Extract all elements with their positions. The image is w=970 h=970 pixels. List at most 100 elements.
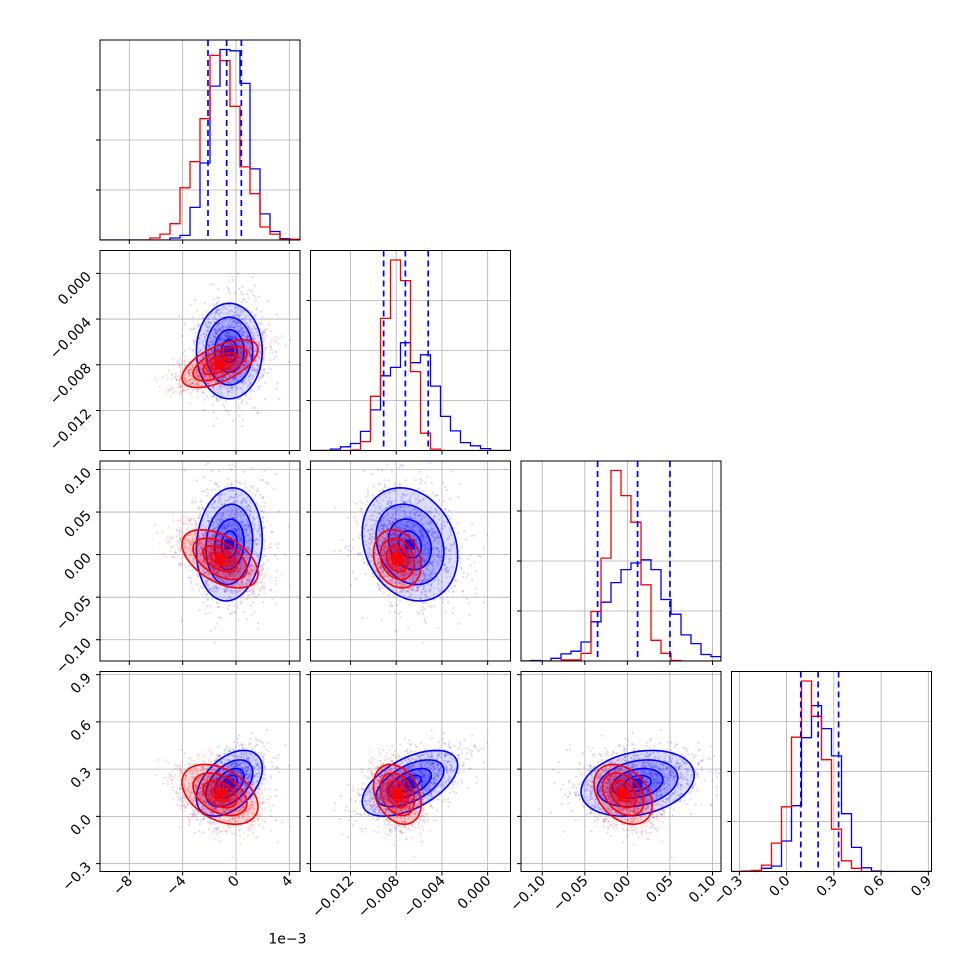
sample-point bbox=[237, 321, 240, 324]
sample-point bbox=[220, 372, 223, 375]
sample-point bbox=[230, 358, 233, 361]
sample-point bbox=[216, 485, 219, 488]
sample-point bbox=[241, 318, 244, 321]
sample-point bbox=[218, 369, 222, 372]
sample-point bbox=[203, 302, 206, 305]
sample-point bbox=[234, 335, 237, 338]
sample-point bbox=[203, 359, 206, 362]
sample-point bbox=[214, 311, 217, 314]
sample-point bbox=[209, 557, 212, 560]
sample-point bbox=[237, 329, 240, 333]
sample-point bbox=[200, 490, 203, 493]
sample-point bbox=[238, 360, 241, 363]
sample-point bbox=[236, 325, 239, 328]
sample-point bbox=[217, 352, 220, 355]
sample-point bbox=[204, 367, 207, 370]
sample-point bbox=[207, 320, 210, 324]
sample-point bbox=[263, 501, 266, 504]
sample-point bbox=[204, 593, 208, 596]
sample-point bbox=[243, 331, 246, 334]
sample-point bbox=[184, 378, 187, 381]
sample-point bbox=[233, 505, 236, 508]
sample-point bbox=[227, 413, 230, 416]
sample-point bbox=[246, 357, 249, 360]
sample-point bbox=[224, 332, 227, 335]
sample-point bbox=[253, 369, 256, 372]
sample-point bbox=[239, 565, 242, 568]
sample-point bbox=[235, 379, 238, 382]
sample-point bbox=[277, 342, 280, 345]
sample-point bbox=[237, 342, 240, 345]
sample-point bbox=[213, 336, 216, 339]
sample-point bbox=[219, 397, 222, 400]
sample-point bbox=[268, 343, 271, 346]
sample-point bbox=[209, 321, 212, 324]
sample-point bbox=[207, 351, 210, 354]
sample-point bbox=[217, 322, 220, 325]
sample-point bbox=[223, 318, 226, 321]
sample-point bbox=[259, 565, 262, 569]
sample-point bbox=[215, 397, 219, 400]
sample-point bbox=[206, 367, 209, 371]
sample-point bbox=[233, 377, 236, 381]
sample-point bbox=[189, 576, 192, 579]
sample-point bbox=[236, 306, 239, 309]
sample-point bbox=[189, 382, 192, 385]
sample-point bbox=[194, 500, 197, 504]
sample-point bbox=[245, 370, 248, 373]
sample-point bbox=[274, 335, 278, 338]
sample-point bbox=[263, 367, 266, 370]
sample-point bbox=[218, 338, 221, 341]
sample-point bbox=[158, 385, 161, 388]
sample-point bbox=[193, 373, 196, 376]
sample-point bbox=[215, 396, 218, 399]
sample-point bbox=[243, 341, 246, 344]
sample-point bbox=[242, 364, 245, 367]
sample-point bbox=[219, 335, 223, 338]
sample-point bbox=[177, 386, 180, 389]
sample-point bbox=[192, 379, 196, 382]
sample-point bbox=[209, 361, 212, 364]
sample-point bbox=[218, 389, 221, 393]
sample-point bbox=[212, 338, 215, 341]
sample-point bbox=[180, 334, 183, 338]
density-contour bbox=[205, 316, 254, 386]
sample-point bbox=[205, 369, 208, 372]
sample-point bbox=[202, 361, 205, 365]
sample-point bbox=[204, 366, 207, 369]
sample-point bbox=[264, 548, 267, 551]
sample-point bbox=[191, 366, 195, 369]
sample-point bbox=[223, 376, 226, 379]
sample-point bbox=[248, 547, 251, 550]
sample-point bbox=[228, 374, 231, 377]
sample-point bbox=[215, 601, 218, 604]
sample-point bbox=[246, 335, 249, 338]
sample-point bbox=[233, 326, 236, 329]
sample-point bbox=[216, 331, 219, 335]
sample-point bbox=[227, 390, 230, 394]
sample-point bbox=[240, 351, 243, 354]
sample-point bbox=[199, 513, 202, 516]
sample-point bbox=[237, 321, 240, 324]
sample-point bbox=[251, 338, 254, 341]
sample-point bbox=[176, 379, 179, 382]
sample-point bbox=[212, 316, 215, 319]
sample-point bbox=[214, 328, 217, 331]
sample-point bbox=[238, 348, 241, 351]
sample-point bbox=[229, 344, 232, 347]
sample-point bbox=[225, 331, 228, 334]
sample-point bbox=[210, 597, 214, 601]
sample-point bbox=[189, 303, 192, 306]
sample-point bbox=[226, 332, 229, 335]
sample-point bbox=[246, 348, 249, 351]
sample-point bbox=[245, 359, 248, 362]
sample-point bbox=[245, 524, 248, 527]
sample-point bbox=[215, 482, 218, 485]
sample-point bbox=[245, 346, 249, 350]
sample-point bbox=[240, 300, 243, 304]
sample-point bbox=[196, 390, 199, 393]
sample-point bbox=[232, 372, 235, 375]
sample-point bbox=[281, 335, 284, 338]
sample-point bbox=[234, 350, 237, 353]
